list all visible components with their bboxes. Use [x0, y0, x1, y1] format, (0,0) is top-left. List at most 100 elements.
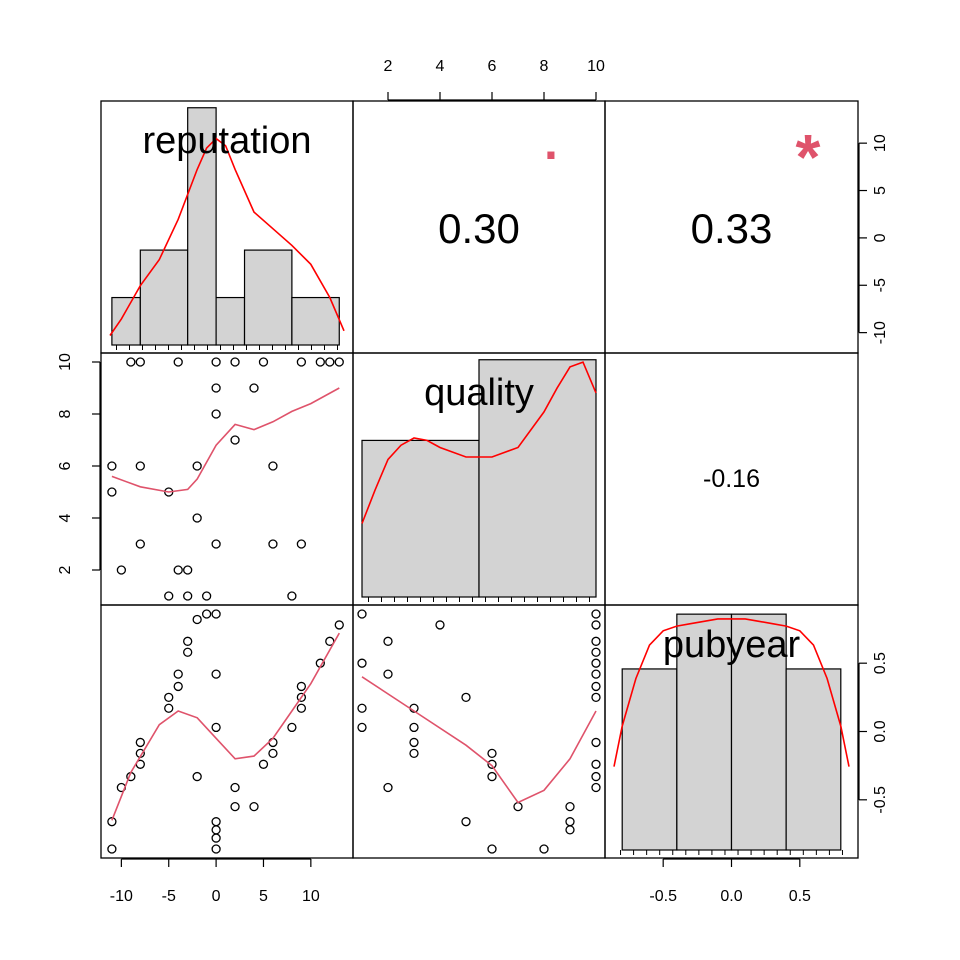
- scatter-point: [268, 737, 278, 748]
- scatter-point: [461, 817, 471, 827]
- scatter-point: [211, 383, 221, 393]
- scatter-point: [487, 748, 497, 759]
- histogram-bar-reputation: [215, 296, 246, 346]
- scatter-point: [135, 461, 145, 471]
- histogram-bar-reputation: [111, 296, 141, 346]
- significance-stars: .: [544, 114, 558, 170]
- scatter-point: [513, 801, 523, 812]
- tick-label-right_reputation: 0: [872, 233, 889, 242]
- scatter-point: [126, 357, 136, 367]
- correlation-value: 0.33: [691, 205, 773, 252]
- scatter-point: [164, 591, 174, 601]
- scatter-point: [211, 722, 221, 733]
- scatter-point: [565, 825, 575, 835]
- scatter-point: [258, 759, 269, 769]
- tick-label-top: 8: [540, 58, 549, 75]
- variable-label-reputation: reputation: [142, 120, 311, 162]
- scatter-point: [107, 461, 117, 471]
- scatter-point: [258, 357, 269, 367]
- correlation-value: -0.16: [703, 465, 760, 493]
- correlation-value: 0.30: [438, 205, 520, 252]
- scatter-point: [230, 435, 240, 445]
- scatter-point: [315, 357, 325, 367]
- scatter-point: [409, 748, 419, 759]
- scatter-point: [192, 461, 202, 471]
- scatter-point: [287, 591, 297, 601]
- histogram-bar-reputation: [243, 249, 293, 346]
- scatter-point: [409, 722, 419, 733]
- tick-label-left: 10: [57, 353, 74, 371]
- scatter-point: [192, 614, 202, 625]
- tick-label-bottom_reputation: -10: [110, 888, 133, 905]
- tick-label-right_reputation: -5: [872, 278, 889, 292]
- panel-pubyear-reputation: [100, 604, 354, 859]
- scatter-point: [268, 748, 278, 759]
- scatter-point: [192, 513, 202, 523]
- smooth-line-quality_vs_reputation: [111, 387, 340, 493]
- variable-label-pubyear: pubyear: [663, 624, 801, 666]
- scatter-point: [173, 565, 183, 575]
- scatter-point: [383, 782, 393, 793]
- panel-quality-reputation: [100, 352, 354, 606]
- scatter-point: [249, 383, 259, 393]
- scatter-point: [591, 620, 601, 630]
- histogram-bar-reputation: [139, 249, 189, 346]
- tick-label-top: 4: [436, 58, 445, 75]
- scatter-point: [565, 801, 575, 812]
- panel-pubyear-quality: [352, 604, 606, 859]
- scatter-point: [565, 817, 575, 827]
- scatter-point: [435, 620, 445, 630]
- scatter-point: [591, 771, 601, 782]
- tick-label-right_reputation: -10: [872, 321, 889, 344]
- scatter-point: [173, 681, 183, 692]
- scatter-point: [487, 844, 497, 854]
- scatter-point: [173, 669, 183, 679]
- scatter-point: [192, 771, 202, 782]
- scatter-point: [487, 771, 497, 782]
- tick-label-bottom_reputation: 0: [212, 888, 221, 905]
- panel-pubyear-pubyear: [604, 604, 859, 859]
- smooth-line-pubyear_vs_reputation: [111, 632, 340, 821]
- scatter-point: [296, 703, 307, 713]
- tick-label-bottom_reputation: -5: [162, 888, 176, 905]
- tick-label-right_pubyear: -0.5: [872, 786, 889, 814]
- scatter-point: [296, 692, 307, 702]
- scatter-point: [357, 703, 367, 713]
- scatter-point: [591, 658, 601, 668]
- scatter-point: [249, 801, 259, 812]
- tick-label-left: 8: [57, 409, 74, 418]
- scatter-point: [135, 357, 145, 367]
- scatter-point: [334, 620, 344, 630]
- tick-label-right_pubyear: 0.0: [872, 720, 889, 742]
- density-curve-pubyear: [613, 618, 850, 767]
- scatter-point: [591, 759, 601, 769]
- histogram-bar-pubyear: [621, 668, 678, 851]
- scatter-point: [383, 669, 393, 679]
- scatter-point: [357, 722, 367, 733]
- scatter-point: [201, 609, 212, 619]
- scatter-point: [211, 409, 221, 419]
- scatter-point: [107, 487, 117, 497]
- smooth-line-pubyear_vs_quality: [361, 676, 597, 804]
- scatter-point: [287, 722, 297, 733]
- tick-label-left: 6: [57, 461, 74, 470]
- scatter-point: [296, 681, 307, 692]
- scatter-point: [461, 692, 471, 702]
- scatter-point: [357, 609, 367, 619]
- scatter-point: [211, 357, 221, 367]
- scatter-point: [591, 681, 601, 692]
- scatter-point: [183, 591, 193, 601]
- histogram-bar-reputation: [291, 296, 340, 346]
- tick-label-right_reputation: 10: [872, 134, 889, 152]
- tick-label-bottom_reputation: 10: [302, 888, 320, 905]
- scatter-point: [296, 539, 307, 549]
- tick-label-bottom_pubyear: 0.5: [789, 888, 811, 905]
- scatter-point: [116, 565, 127, 575]
- scatter-point: [107, 817, 117, 827]
- scatter-point: [164, 692, 174, 702]
- scatter-point: [296, 357, 307, 367]
- tick-label-right_pubyear: 0.5: [872, 652, 889, 674]
- scatter-point: [211, 609, 221, 619]
- histogram-bar-pubyear: [785, 668, 842, 851]
- scatter-point: [230, 782, 240, 793]
